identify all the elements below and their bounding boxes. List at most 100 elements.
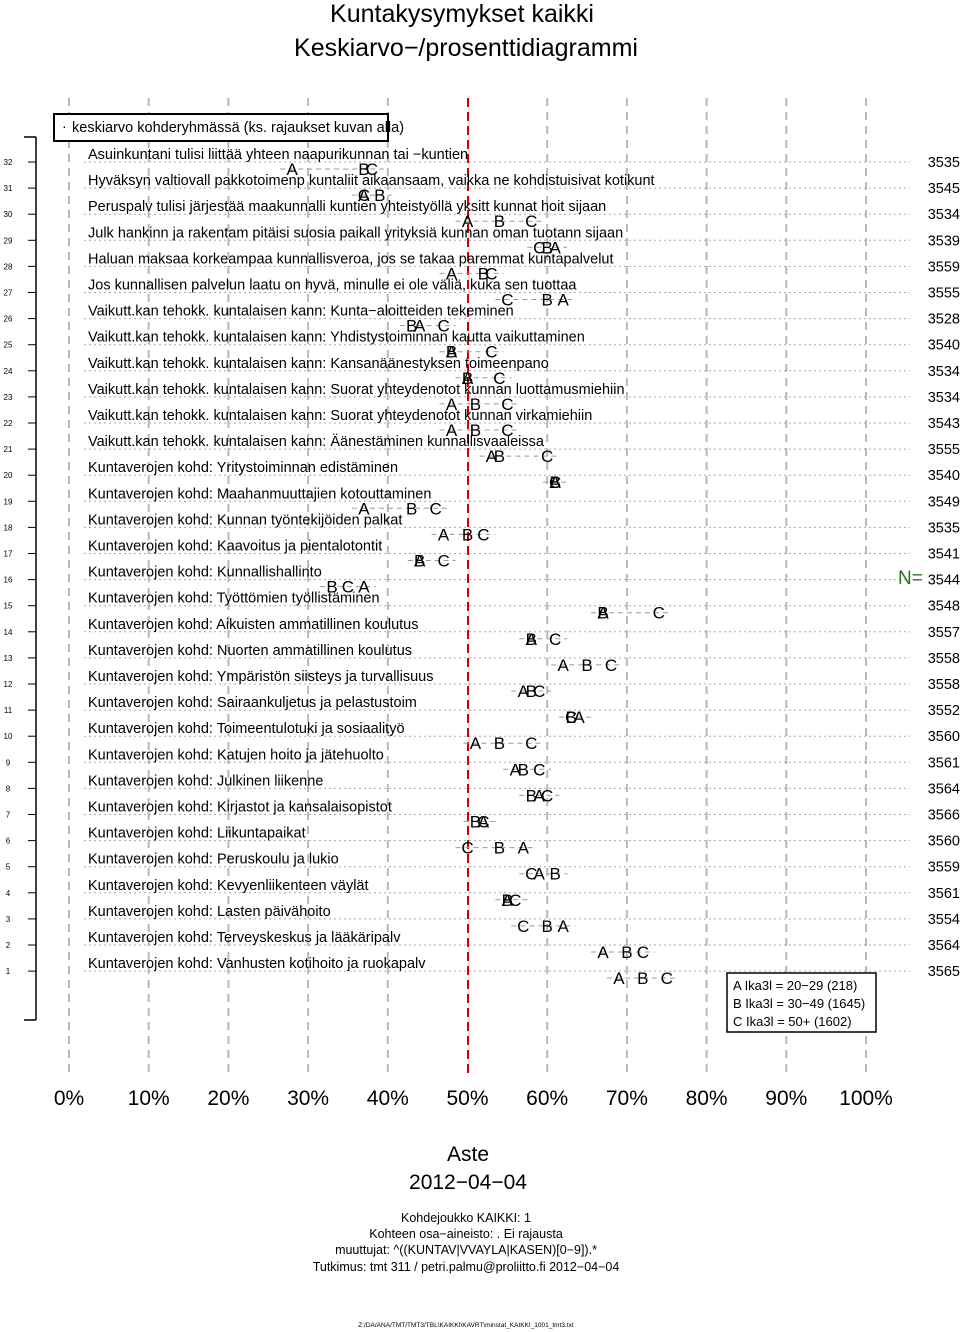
marker-b: B xyxy=(470,421,481,440)
row-21: 21 Vaikutt.kan tehokk. kuntalaisen kann: … xyxy=(4,433,960,466)
marker-a: A xyxy=(446,343,458,362)
row-label: Kuntaverojen kohd: Kirjastot ja kansalai… xyxy=(88,800,392,816)
marker-b: B xyxy=(494,839,505,858)
row-26: 26 Vaikutt.kan tehokk. kuntalaisen kann: … xyxy=(4,304,960,336)
marker-b: B xyxy=(326,578,337,597)
row-number: 13 xyxy=(4,654,13,663)
row-number: 29 xyxy=(4,236,13,245)
marker-b: B xyxy=(494,734,505,753)
marker-c: C xyxy=(605,656,617,675)
marker-a: A xyxy=(613,969,625,988)
footer-line-4: Tutkimus: tmt 311 / petri.palmu@proliitt… xyxy=(313,1260,620,1274)
row-label: Kuntaverojen kohd: Nuorten ammatillinen … xyxy=(88,643,412,659)
row-n-value: 3557 xyxy=(928,625,960,641)
row-n-value: 3528 xyxy=(928,312,960,328)
row-n-value: 3555 xyxy=(928,286,960,302)
marker-b: B xyxy=(470,813,481,832)
marker-a: A xyxy=(557,291,569,310)
marker-c: C xyxy=(501,421,513,440)
x-tick-label-9: 90% xyxy=(765,1087,807,1110)
row-label: Kuntaverojen kohd: Kunnallishallinto xyxy=(88,565,322,581)
marker-a: A xyxy=(534,865,546,884)
row-2: 2 Kuntaverojen kohd: Terveyskeskus ja lää… xyxy=(6,930,960,962)
row-label: Kuntaverojen kohd: Peruskoulu ja lukio xyxy=(88,852,339,868)
x-axis-label: Aste xyxy=(447,1143,489,1166)
row-number: 10 xyxy=(4,732,13,741)
row-12: 12 Kuntaverojen kohd: Ympäristön siisteys… xyxy=(4,669,960,701)
footer: Aste 2012−04−04 Kohdejoukko KAIKKI: 1 Ko… xyxy=(313,1143,620,1329)
footer-line-3: muuttujat: ^((KUNTAV|VVAYLA|KASEN)[0−9])… xyxy=(335,1243,597,1257)
row-label: Kuntaverojen kohd: Ympäristön siisteys j… xyxy=(88,669,434,685)
n-label: N= xyxy=(898,568,923,589)
marker-b: B xyxy=(462,525,473,544)
top-legend-frame xyxy=(53,113,389,142)
marker-a: A xyxy=(573,708,585,727)
x-tick-label-10: 100% xyxy=(839,1087,893,1110)
row-n-value: 3555 xyxy=(928,442,960,458)
marker-c: C xyxy=(477,813,489,832)
marker-a: A xyxy=(286,160,298,179)
marker-a: A xyxy=(446,421,458,440)
row-number: 25 xyxy=(4,341,13,350)
marker-c: C xyxy=(509,891,521,910)
row-n-value: 3539 xyxy=(928,233,960,249)
row-4: 4 Kuntaverojen kohd: Kevyenliikenteen väy… xyxy=(6,878,960,910)
marker-b: B xyxy=(414,552,425,571)
marker-b: B xyxy=(446,343,457,362)
marker-b: B xyxy=(581,656,592,675)
marker-b: B xyxy=(542,291,553,310)
marker-a: A xyxy=(557,656,569,675)
vertical-gridlines xyxy=(68,98,867,1078)
row-n-value: 3558 xyxy=(928,677,960,693)
footer-date: 2012−04−04 xyxy=(409,1171,527,1194)
marker-a: A xyxy=(597,604,609,623)
row-number: 22 xyxy=(4,419,13,428)
row-32: 32 Asuinkuntani tulisi liittää yhteen naa… xyxy=(4,147,960,179)
marker-b: B xyxy=(542,238,553,257)
marker-c: C xyxy=(533,760,545,779)
marker-c: C xyxy=(501,395,513,414)
marker-b: B xyxy=(597,604,608,623)
row-number: 4 xyxy=(6,889,11,898)
row-number: 31 xyxy=(4,184,13,193)
marker-c: C xyxy=(485,264,497,283)
row-label: Kuntaverojen kohd: Kaavoitus ja pientalo… xyxy=(88,539,382,555)
marker-a: A xyxy=(358,578,370,597)
row-14: 14 Kuntaverojen kohd: Aikuisten ammatilli… xyxy=(4,617,960,649)
row-n-value: 3535 xyxy=(928,520,960,536)
group-legend-a: A Ika3l = 20−29 (218) xyxy=(733,978,857,993)
row-n-value: 3564 xyxy=(928,781,960,797)
marker-c: C xyxy=(437,552,449,571)
marker-c: C xyxy=(517,917,529,936)
top-legend-box: · keskiarvo kohderyhmässä (ks. rajaukset… xyxy=(53,113,404,142)
row-18: 18 Kuntaverojen kohd: Kunnan työntekijöid… xyxy=(4,512,960,544)
x-tick-label-2: 20% xyxy=(207,1087,249,1110)
group-legend-box: A Ika3l = 20−29 (218) B Ika3l = 30−49 (1… xyxy=(726,972,877,1033)
row-number: 5 xyxy=(6,863,11,872)
row-label: Vaikutt.kan tehokk. kuntalaisen kann: Ää… xyxy=(88,433,545,450)
x-tick-label-1: 10% xyxy=(128,1087,170,1110)
row-label: Hyväksyn valtiovall pakkotoimenp kuntali… xyxy=(88,173,655,189)
marker-c: C xyxy=(437,317,449,336)
row-number: 24 xyxy=(4,367,13,376)
row-number: 23 xyxy=(4,393,13,402)
row-label: Vaikutt.kan tehokk. kuntalaisen kann: Su… xyxy=(88,408,592,424)
group-legend-frame xyxy=(726,972,877,1033)
marker-b: B xyxy=(621,943,632,962)
footer-line-1: Kohdejoukko KAIKKI: 1 xyxy=(401,1211,531,1225)
marker-a: A xyxy=(358,499,370,518)
row-10: 10 Kuntaverojen kohd: Toimeentulotuki ja … xyxy=(4,721,960,753)
row-number: 14 xyxy=(4,628,13,637)
marker-c: C xyxy=(501,291,513,310)
row-number: 17 xyxy=(4,550,13,559)
marker-a: A xyxy=(510,760,522,779)
row-11: 11 Kuntaverojen kohd: Sairaankuljetus ja … xyxy=(4,695,960,727)
row-number: 20 xyxy=(4,471,13,480)
row-number: 30 xyxy=(4,210,13,219)
row-9: 9 Kuntaverojen kohd: Katujen hoito ja jät… xyxy=(6,747,960,779)
row-15: 15 Kuntaverojen kohd: Työttömien työllist… xyxy=(4,591,960,623)
marker-a: A xyxy=(446,264,458,283)
marker-a: A xyxy=(462,212,474,231)
row-1: 1 Kuntaverojen kohd: Vanhusten kotihoito … xyxy=(6,956,960,988)
row-number: 16 xyxy=(4,576,13,585)
